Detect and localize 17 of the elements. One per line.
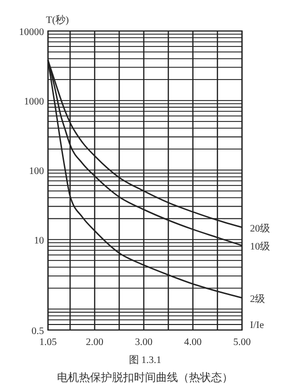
series-label: 10级 (250, 240, 270, 253)
y-tick-label: 0.5 (32, 326, 44, 337)
x-tick-label: 3.00 (135, 337, 153, 348)
x-tick-label: 2.00 (86, 337, 104, 348)
series-label: 2级 (250, 292, 265, 305)
y-tick-label: 10000 (19, 27, 44, 38)
y-tick-label: 1000 (24, 96, 44, 108)
y-tick-label: 10 (34, 236, 44, 247)
text: 图 1.3.1 (128, 355, 162, 366)
x-tick-label: 1.05 (39, 337, 57, 348)
y-tick-label: 100 (29, 166, 44, 178)
x-axis-title: I/Ie (250, 320, 264, 331)
series-label: 20级 (250, 222, 270, 234)
y-axis-title: T(秒) (46, 14, 69, 26)
x-tick-label: 4.00 (184, 337, 202, 348)
text: 电机热保护脱扣时间曲线（热状态） (57, 371, 233, 384)
x-tick-label: 5.00 (233, 337, 251, 348)
